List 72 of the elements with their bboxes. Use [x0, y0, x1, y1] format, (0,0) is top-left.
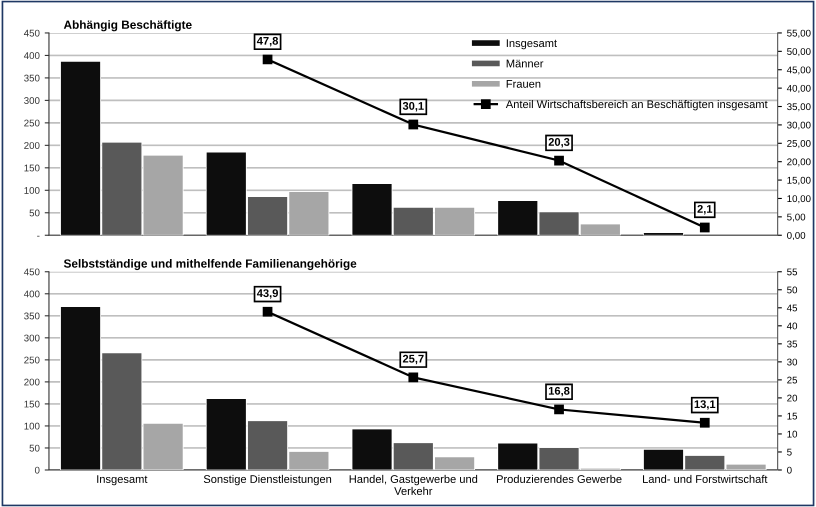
data-label: 2,1 [697, 204, 712, 214]
y2-tick-label: 10 [787, 430, 798, 438]
data-label: 30,1 [402, 102, 424, 112]
x-tick-label: Land- und Forstwirtschaft [643, 474, 768, 484]
y-tick-label: 0 [34, 466, 40, 474]
y-tick-label: 450 [24, 30, 40, 37]
y-tick-label: 50 [30, 210, 40, 216]
y2-tick-label: 20 [787, 394, 798, 402]
y-tick-label: 300 [24, 334, 40, 342]
y-tick-label: 250 [24, 356, 40, 364]
point [408, 120, 418, 130]
y2-tick-label: 20,00 [787, 158, 811, 166]
chart-title: Selbstständige und mithelfende Familienangehörige [64, 259, 356, 270]
y2-tick-label: 0 [787, 466, 792, 474]
data-label: 25,7 [402, 354, 424, 364]
point [554, 156, 564, 166]
x-tick-label: Insgesamt [97, 475, 148, 486]
data-label: 47,8 [256, 36, 278, 46]
y2-tick-label: 5,00 [787, 214, 806, 222]
y2-tick-label: 25,00 [787, 140, 811, 148]
y2-tick-label: 50 [787, 286, 798, 294]
y-tick-label: 150 [24, 400, 40, 408]
y2-tick-label: 50,00 [787, 48, 811, 56]
data-label: 16,8 [548, 386, 570, 396]
y-tick-label: 350 [24, 74, 40, 82]
legend-label: Frauen [506, 80, 540, 88]
point [408, 372, 418, 382]
bar [643, 232, 684, 236]
y-tick-label: 50 [30, 444, 40, 452]
y-tick-label: 400 [24, 290, 40, 298]
y2-tick-label: 30 [787, 358, 798, 366]
chart-title: Abhängig Beschäftigte [64, 20, 192, 32]
y2-tick-label: 35,00 [787, 103, 811, 112]
y-tick-label: 250 [24, 120, 40, 126]
point [554, 404, 564, 414]
y-tick-label: 300 [24, 97, 40, 104]
legend-label: Anteil Wirtschaftsbereich an Beschäftigten insgesamt [506, 100, 768, 110]
y2-tick-label: 45,00 [786, 66, 811, 74]
y2-tick-label: 55,00 [787, 30, 811, 38]
x-tick-label: Handel, Gastgewerbe und Verkehr [350, 474, 478, 495]
y2-tick-label: 0,00 [787, 232, 806, 240]
y-tick-label: - [37, 236, 40, 237]
y2-tick-label: 40,00 [786, 84, 811, 93]
x-tick-label: Produzierendes Gewerbe [496, 474, 622, 484]
y2-tick-label: 15 [787, 412, 798, 420]
data-label: 13,1 [694, 400, 716, 410]
y2-tick-label: 25 [787, 376, 798, 384]
x-tick-label: Sonstige Dienstleistungen [204, 474, 332, 486]
y-tick-label: 200 [24, 378, 40, 386]
y-tick-label: 200 [24, 142, 40, 149]
y2-tick-label: 55 [787, 268, 798, 276]
point [262, 54, 272, 64]
y-tick-label: 350 [24, 312, 40, 320]
point [700, 418, 710, 428]
y-tick-label: 450 [24, 268, 40, 276]
y2-tick-label: 5 [787, 448, 792, 456]
y2-tick-label: 10,00 [787, 195, 811, 204]
y-tick-label: 100 [24, 187, 40, 194]
point [700, 222, 710, 232]
data-label: 20,3 [548, 138, 570, 148]
data-label: 43,9 [256, 289, 278, 299]
legend-label: Männer [506, 60, 544, 68]
y2-tick-label: 35 [787, 340, 798, 348]
y-tick-label: 100 [24, 422, 40, 430]
y-tick-label: 150 [24, 164, 40, 172]
legend-label: Insgesamt [506, 39, 557, 50]
y2-tick-label: 15,00 [787, 176, 811, 185]
y2-tick-label: 45 [786, 304, 798, 312]
point [262, 306, 272, 317]
y-tick-label: 400 [24, 52, 40, 60]
y2-tick-label: 40 [786, 322, 798, 330]
y2-tick-label: 30,00 [787, 122, 811, 130]
